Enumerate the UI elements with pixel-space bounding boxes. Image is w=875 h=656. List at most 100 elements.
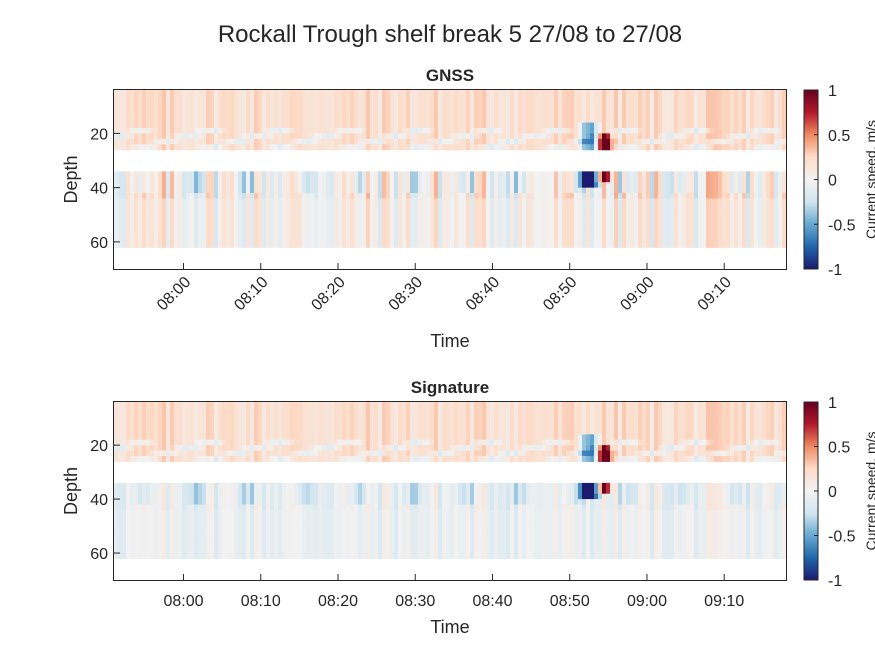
heatmap-cell (354, 214, 359, 221)
heatmap-cell (602, 117, 607, 124)
heatmap-cell (718, 127, 723, 134)
heatmap-cell (186, 133, 191, 140)
heatmap-cell (198, 127, 203, 134)
heatmap-cell (638, 106, 643, 113)
heatmap-cell (686, 176, 691, 183)
heatmap-cell (226, 220, 231, 227)
heatmap-cell (518, 127, 523, 134)
heatmap-cell (582, 171, 587, 178)
heatmap-cell (466, 138, 471, 145)
heatmap-cell (750, 171, 755, 178)
heatmap-cell (198, 423, 203, 430)
heatmap-cell (730, 241, 735, 248)
heatmap-cell (298, 236, 303, 243)
heatmap-cell (702, 144, 707, 151)
heatmap-cell (758, 203, 763, 210)
heatmap-cell (158, 111, 163, 118)
heatmap-cell (626, 236, 631, 243)
heatmap-cell (778, 187, 783, 194)
heatmap-cell (726, 198, 731, 205)
heatmap-cell (770, 95, 775, 102)
heatmap-cell (294, 182, 299, 189)
heatmap-cell (442, 111, 447, 118)
heatmap-cell (574, 133, 579, 140)
heatmap-cell (578, 193, 583, 200)
heatmap-cell (770, 209, 775, 216)
heatmap-cell (670, 176, 675, 183)
heatmap-cell (222, 412, 227, 419)
heatmap-cell (178, 407, 183, 414)
heatmap-cell (678, 231, 683, 238)
heatmap-cell (190, 428, 195, 435)
heatmap-cell (118, 428, 123, 435)
heatmap-cell (498, 127, 503, 134)
heatmap-cell (174, 482, 179, 489)
heatmap-cell (718, 90, 723, 97)
heatmap-cell (594, 122, 599, 129)
heatmap-cell (346, 193, 351, 200)
heatmap-cell (658, 122, 663, 129)
heatmap-cell (446, 122, 451, 129)
heatmap-cell (314, 214, 319, 221)
heatmap-cell (298, 209, 303, 216)
heatmap-cell (294, 203, 299, 210)
heatmap-cell (118, 236, 123, 243)
heatmap-cell (114, 547, 119, 554)
heatmap-cell (482, 231, 487, 238)
heatmap-cell (462, 144, 467, 151)
heatmap-cell (394, 220, 399, 227)
heatmap-cell (422, 138, 427, 145)
heatmap-cell (602, 106, 607, 113)
heatmap-cell (454, 198, 459, 205)
heatmap-cell (418, 111, 423, 118)
heatmap-cell (338, 144, 343, 151)
heatmap-cell (262, 203, 267, 210)
heatmap-cell (350, 100, 355, 107)
heatmap-cell (322, 144, 327, 151)
heatmap-cell (674, 111, 679, 118)
heatmap-cell (322, 171, 327, 178)
heatmap-cell (162, 203, 167, 210)
heatmap-cell (590, 176, 595, 183)
heatmap-cell (386, 198, 391, 205)
heatmap-cell (330, 106, 335, 113)
heatmap-cell (194, 407, 199, 414)
heatmap-cell (706, 111, 711, 118)
heatmap-cell (402, 203, 407, 210)
heatmap-cell (702, 182, 707, 189)
heatmap-cell (290, 138, 295, 145)
heatmap-cell (202, 536, 207, 543)
heatmap-cell (394, 187, 399, 194)
heatmap-cell (162, 171, 167, 178)
heatmap-cell (186, 214, 191, 221)
heatmap-cell (162, 144, 167, 151)
heatmap-cell (270, 241, 275, 248)
heatmap-cell (282, 95, 287, 102)
heatmap-cell (214, 209, 219, 216)
heatmap-cell (258, 144, 263, 151)
heatmap-cell (206, 482, 211, 489)
heatmap-cell (754, 127, 759, 134)
heatmap-cell (466, 236, 471, 243)
heatmap-cell (126, 220, 131, 227)
heatmap-cell (646, 225, 651, 232)
heatmap-cell (742, 144, 747, 151)
heatmap-cell (490, 133, 495, 140)
heatmap-cell (278, 231, 283, 238)
heatmap-cell (186, 553, 191, 560)
heatmap-cell (122, 193, 127, 200)
heatmap-cell (162, 445, 167, 452)
heatmap-cell (742, 225, 747, 232)
heatmap-cell (346, 171, 351, 178)
heatmap-cell (486, 220, 491, 227)
heatmap-cell (674, 100, 679, 107)
heatmap-cell (278, 193, 283, 200)
heatmap-cell (482, 111, 487, 118)
heatmap-cell (426, 133, 431, 140)
heatmap-cell (186, 520, 191, 527)
heatmap-cell (122, 499, 127, 506)
heatmap-cell (554, 214, 559, 221)
heatmap-cell (318, 95, 323, 102)
heatmap-cell (734, 171, 739, 178)
heatmap-cell (358, 127, 363, 134)
